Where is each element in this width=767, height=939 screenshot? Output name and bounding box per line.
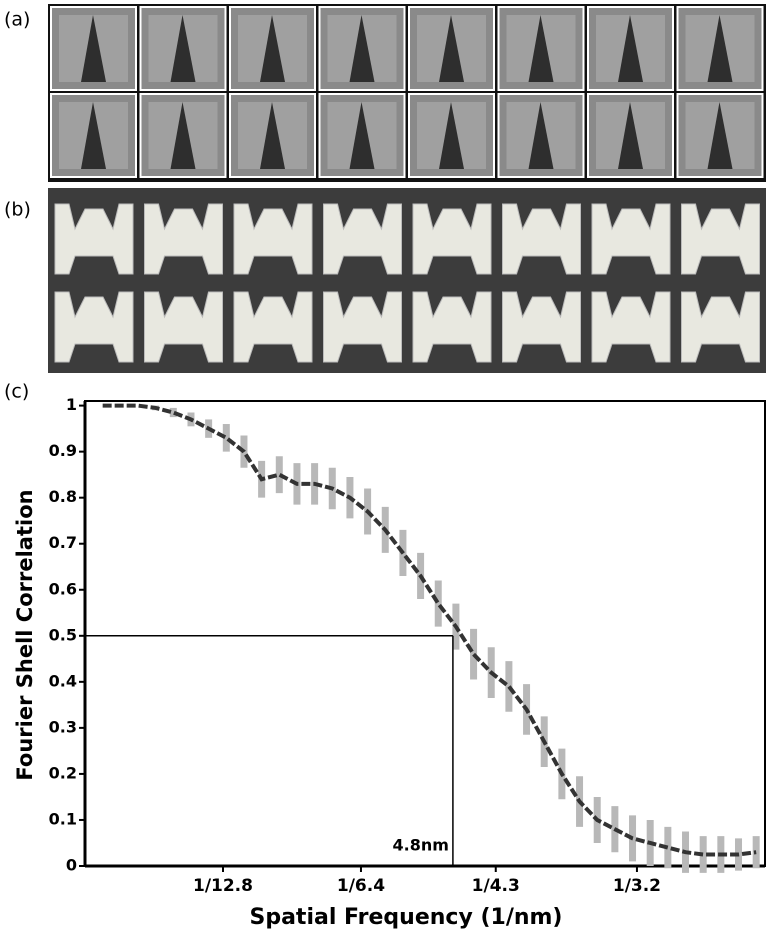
x-tick-label: 1/4.3 xyxy=(472,876,520,896)
image-tile xyxy=(54,291,134,363)
x-tick-label: 1/3.2 xyxy=(613,876,661,896)
image-detail xyxy=(81,15,106,82)
y-tick-label: 0.9 xyxy=(49,441,77,460)
image-detail xyxy=(260,102,285,169)
image-tile xyxy=(502,203,581,275)
image-detail xyxy=(170,15,196,82)
image-detail xyxy=(528,15,554,82)
y-tick-label: 1 xyxy=(66,395,77,414)
panel-label: (b) xyxy=(4,199,31,221)
image-detail xyxy=(81,102,106,169)
panel-label: (a) xyxy=(4,9,30,31)
y-tick-label: 0.1 xyxy=(49,809,77,828)
x-tick-label: 1/6.4 xyxy=(337,876,385,896)
image-detail xyxy=(707,102,733,169)
x-axis-title: Spatial Frequency (1/nm) xyxy=(249,905,562,930)
y-tick-label: 0 xyxy=(66,856,77,875)
y-tick-label: 0.6 xyxy=(49,579,77,598)
image-tile xyxy=(591,203,671,275)
image-tile xyxy=(233,203,313,275)
image-detail xyxy=(439,15,464,82)
y-tick-label: 0.3 xyxy=(49,717,77,736)
y-tick-label: 0.7 xyxy=(49,533,77,552)
image-tile xyxy=(233,291,313,363)
plot-frame xyxy=(84,400,766,867)
image-tile xyxy=(144,291,223,363)
image-detail xyxy=(528,102,554,169)
image-tile xyxy=(323,291,402,363)
x-tick-label: 1/12.8 xyxy=(193,876,253,896)
image-tile xyxy=(144,203,223,275)
image-tile xyxy=(412,203,492,275)
image-tile xyxy=(54,203,134,275)
threshold-label: 4.8nm xyxy=(393,836,449,855)
image-detail xyxy=(170,102,196,169)
fsc-line xyxy=(102,403,757,857)
image-tile xyxy=(412,291,492,363)
image-detail xyxy=(707,15,733,82)
y-tick-label: 0.8 xyxy=(49,487,77,506)
y-tick-label: 0.4 xyxy=(49,671,77,690)
image-detail xyxy=(618,15,643,82)
image-tile xyxy=(323,203,402,275)
image-detail xyxy=(349,102,375,169)
image-detail xyxy=(439,102,464,169)
image-tile xyxy=(591,291,671,363)
panel-label: (c) xyxy=(4,381,29,403)
image-tile xyxy=(502,291,581,363)
y-tick-label: 0.5 xyxy=(49,625,77,644)
image-detail xyxy=(260,15,285,82)
image-detail xyxy=(349,15,375,82)
image-tile xyxy=(681,291,760,363)
image-detail xyxy=(618,102,643,169)
y-axis-title: Fourier Shell Correlation xyxy=(13,489,37,780)
y-tick-label: 0.2 xyxy=(49,763,77,782)
image-tile xyxy=(681,203,760,275)
